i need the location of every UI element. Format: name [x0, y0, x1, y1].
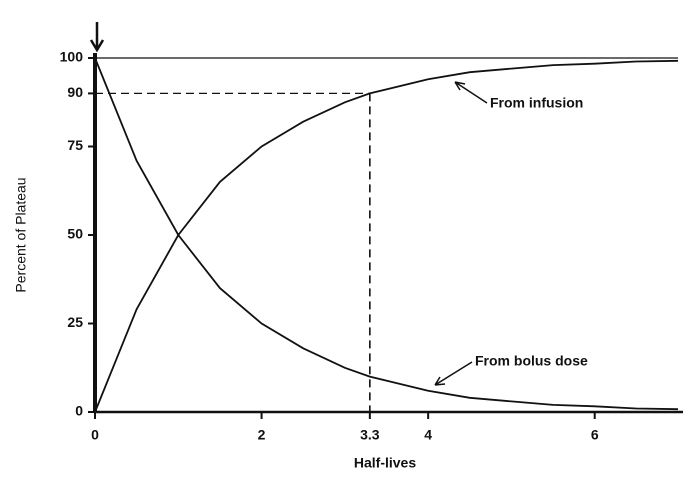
y-tick-label: 0	[75, 403, 83, 419]
y-tick-label: 75	[67, 137, 83, 153]
x-tick-label: 4	[424, 427, 432, 443]
annotation: From bolus dose	[475, 353, 588, 369]
x-axis-label: Half-lives	[354, 455, 416, 471]
annotation-arrow	[434, 361, 473, 386]
dose-arrow	[89, 22, 105, 53]
y-tick-label: 100	[60, 49, 84, 65]
x-tick-label: 6	[591, 427, 599, 443]
y-axis-label: Percent of Plateau	[13, 177, 29, 292]
y-tick-label: 50	[67, 226, 83, 242]
annotation: From infusion	[490, 95, 583, 111]
data-line	[94, 57, 679, 411]
x-tick-label: 0	[91, 427, 99, 443]
y-tick-label: 90	[67, 84, 83, 100]
data-line	[94, 59, 679, 413]
annotation-arrow	[454, 81, 488, 104]
x-tick-label: 2	[258, 427, 266, 443]
y-tick-label: 25	[67, 314, 83, 330]
x-tick-label: 3.3	[360, 427, 380, 443]
